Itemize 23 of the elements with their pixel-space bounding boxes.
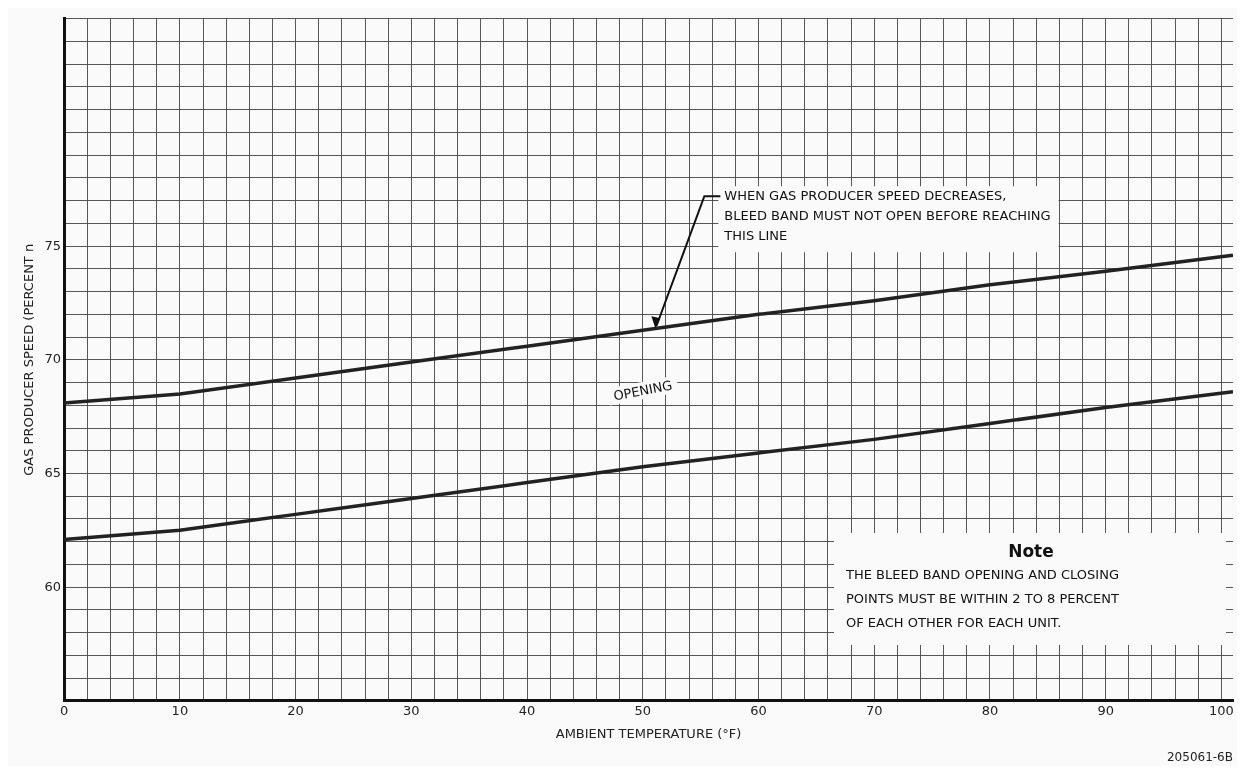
- x-tick-label: 40: [518, 702, 536, 718]
- x-axis-title: AMBIENT TEMPERATURE (°F): [555, 725, 742, 741]
- x-tick-label: 70: [865, 702, 883, 718]
- x-tick-label: 0: [60, 702, 69, 718]
- annotation: THE BLEED BAND OPENING AND CLOSING POINTS MUST BE WITHIN 2 TO 8 PERCENT OF EACH OTHER FOR EACH UNIT.: [846, 566, 1120, 632]
- x-tick-label: 60: [750, 702, 767, 718]
- x-tick-label: 50: [634, 702, 652, 718]
- y-tick-label: 65: [44, 464, 62, 480]
- x-tick-label: 20: [287, 702, 304, 718]
- text: 205061-6B: [1166, 750, 1233, 765]
- y-axis-title: GAS PRODUCER SPEED (PERCENT n: [21, 243, 37, 476]
- x-tick-label: 30: [403, 702, 420, 718]
- y-tick-label: 60: [44, 578, 62, 594]
- y-tick-label: 75: [44, 237, 62, 253]
- x-tick-label: 100: [1209, 702, 1234, 718]
- annotation: WHEN GAS PRODUCER SPEED DECREASES, BLEED BAND MUST NOT OPEN BEFORE REACHING THIS LINE: [723, 188, 1051, 244]
- x-tick-label: 80: [981, 702, 999, 718]
- x-tick-label: 90: [1097, 702, 1114, 718]
- x-tick-label: 10: [171, 702, 189, 718]
- annotation: Note: [1007, 540, 1055, 563]
- note-panel: Note THE BLEED BAND OPENING AND CLOSING POINTS MUST BE WITHIN 2 TO 8 PERCENT OF EACH OTHER FOR EACH UNIT.: [834, 533, 1226, 645]
- y-tick-label: 70: [44, 351, 62, 367]
- annotation: OPENING: [607, 375, 679, 406]
